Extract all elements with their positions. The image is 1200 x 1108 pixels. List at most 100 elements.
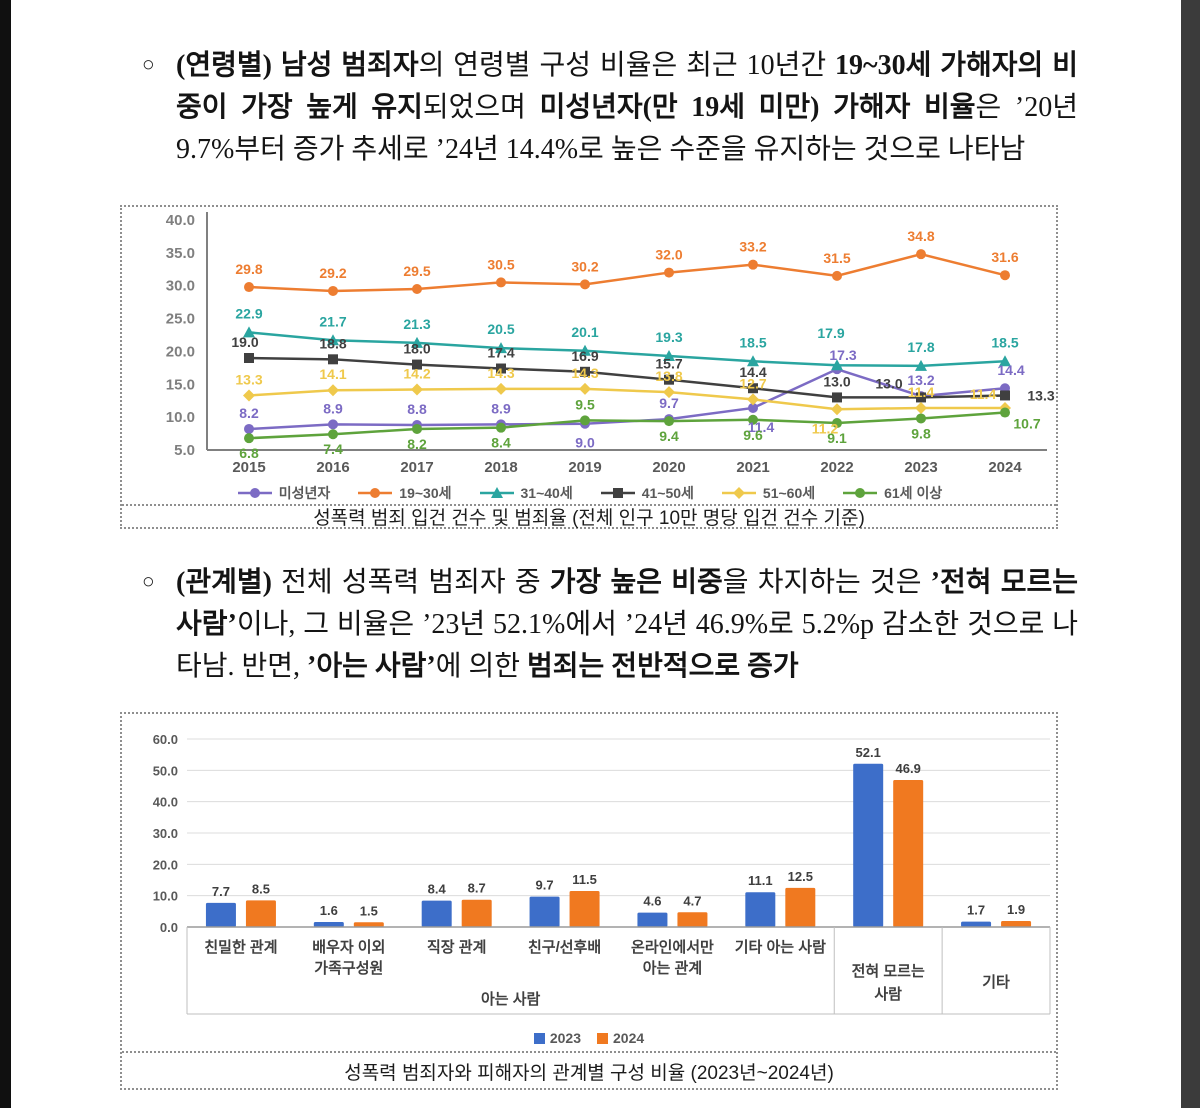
right-edge-strip: [1181, 0, 1200, 1108]
svg-text:35.0: 35.0: [166, 245, 195, 262]
relationship-chart-caption: 성폭력 범죄자와 피해자의 관계별 구성 비율 (2023년~2024년): [122, 1051, 1056, 1095]
group-label: 아는 사람: [481, 991, 541, 1008]
bullet-circle-marker: ○: [142, 52, 155, 76]
svg-text:29.8: 29.8: [235, 261, 262, 277]
svg-text:2016: 2016: [316, 459, 349, 476]
svg-text:사람: 사람: [874, 986, 902, 1003]
svg-text:1.7: 1.7: [967, 903, 985, 918]
svg-text:13.3: 13.3: [1027, 387, 1054, 403]
svg-text:4.6: 4.6: [643, 894, 661, 909]
svg-text:7.7: 7.7: [212, 884, 230, 899]
svg-text:2017: 2017: [400, 459, 433, 476]
svg-text:2018: 2018: [484, 459, 517, 476]
svg-text:11.4: 11.4: [908, 384, 935, 400]
series-31~40세: [243, 326, 1011, 371]
svg-text:8.9: 8.9: [323, 400, 343, 416]
svg-text:0.0: 0.0: [160, 920, 178, 935]
svg-text:8.9: 8.9: [491, 400, 511, 416]
svg-text:9.4: 9.4: [659, 428, 679, 444]
paragraph-relationship-text: (관계별) 전체 성폭력 범죄자 중 가장 높은 비중을 차지하는 것은 ’전혀…: [176, 567, 1078, 682]
svg-text:2023: 2023: [904, 459, 937, 476]
svg-text:친밀한 관계: 친밀한 관계: [204, 938, 277, 956]
svg-text:8.7: 8.7: [468, 881, 486, 896]
svg-text:30.5: 30.5: [487, 256, 514, 272]
svg-text:1.9: 1.9: [1007, 902, 1025, 917]
svg-text:52.1: 52.1: [856, 745, 881, 760]
svg-text:8.8: 8.8: [407, 401, 427, 417]
svg-text:12.5: 12.5: [788, 869, 813, 884]
svg-text:기타 아는 사람: 기타 아는 사람: [735, 939, 826, 956]
svg-text:25.0: 25.0: [166, 311, 195, 328]
svg-text:20.1: 20.1: [571, 324, 598, 340]
svg-text:6.8: 6.8: [239, 445, 259, 461]
svg-text:17.8: 17.8: [907, 339, 934, 355]
svg-text:46.9: 46.9: [896, 761, 921, 776]
relationship-bar-chart-legend: 2023 2024: [122, 1025, 1056, 1051]
legend-item-미성년자: 미성년자: [236, 483, 331, 503]
legend-label: 41~50세: [641, 485, 694, 501]
legend-marker-icon: [843, 488, 878, 498]
svg-text:33.2: 33.2: [739, 239, 766, 255]
legend-label: 61세 이상: [884, 485, 943, 501]
svg-text:온라인에서만: 온라인에서만: [631, 938, 714, 956]
svg-text:10.7: 10.7: [1013, 416, 1040, 432]
svg-text:17.3: 17.3: [829, 347, 856, 363]
svg-text:9.8: 9.8: [911, 425, 931, 441]
legend-item-31~40세: 31~40세: [478, 483, 573, 503]
svg-text:14.1: 14.1: [319, 366, 346, 382]
svg-text:30.2: 30.2: [571, 258, 598, 274]
legend-label: 2024: [613, 1030, 645, 1046]
svg-text:가족구성원: 가족구성원: [314, 959, 383, 977]
svg-text:11.4: 11.4: [970, 386, 997, 402]
svg-text:전혀 모르는: 전혀 모르는: [852, 963, 925, 980]
svg-text:16.9: 16.9: [571, 348, 598, 364]
legend-label: 미성년자: [278, 485, 331, 501]
svg-text:9.6: 9.6: [743, 427, 763, 443]
svg-text:50.0: 50.0: [153, 763, 178, 778]
legend-item-2023: 2023: [533, 1030, 581, 1046]
paragraph-age-text: (연령별) 남성 범죄자의 연령별 구성 비율은 최근 10년간 19~30세 …: [176, 50, 1079, 165]
series-41~50세: [244, 353, 1010, 403]
svg-text:10.0: 10.0: [166, 409, 195, 426]
svg-text:7.4: 7.4: [323, 441, 343, 457]
paragraph-age-composition: ○ (연령별) 남성 범죄자의 연령별 구성 비율은 최근 10년간 19~30…: [142, 45, 1079, 171]
svg-text:14.2: 14.2: [403, 366, 430, 382]
svg-text:2022: 2022: [820, 459, 853, 476]
svg-text:9.7: 9.7: [659, 395, 679, 411]
legend-swatch-icon: [533, 1032, 545, 1044]
relationship-bar-chart: 0.0 10.0 20.0 30.0 40.0 50.0 60.0 7.7 1.6 8.4 9.7 4…: [122, 714, 1056, 1025]
svg-text:11.2: 11.2: [812, 420, 839, 436]
series-19~30세: [244, 249, 1010, 296]
svg-text:15.0: 15.0: [166, 376, 195, 393]
svg-text:2015: 2015: [232, 459, 265, 476]
svg-text:아는 관계: 아는 관계: [643, 960, 702, 977]
age-line-chart-legend: 미성년자 19~30세 31~40세 41~50세 51~60세 61세 이상: [122, 482, 1056, 504]
svg-text:9.5: 9.5: [575, 396, 595, 412]
svg-text:11.1: 11.1: [748, 873, 773, 888]
svg-text:31.6: 31.6: [991, 249, 1018, 265]
svg-text:20.0: 20.0: [153, 857, 178, 872]
legend-marker-icon: [600, 488, 635, 498]
svg-text:40.0: 40.0: [166, 212, 195, 229]
svg-text:14.3: 14.3: [571, 365, 598, 381]
legend-label: 2023: [549, 1030, 581, 1046]
series-61세 이상: [244, 407, 1010, 444]
svg-text:18.5: 18.5: [991, 334, 1018, 350]
svg-text:8.2: 8.2: [407, 436, 427, 452]
svg-text:60.0: 60.0: [153, 732, 178, 747]
age-chart-caption: 성폭력 범죄 입건 건수 및 범죄율 (전체 인구 10만 명당 입건 건수 기…: [122, 504, 1056, 532]
bar-series-2023: 7.7 1.6 8.4 9.7 4.6 11.1 52.1 1.7: [205, 745, 992, 927]
svg-text:12.7: 12.7: [739, 375, 766, 391]
age-line-chart: 5.0 10.0 15.0 20.0 25.0 30.0 35.0 40.0 2015 2016 2…: [122, 207, 1056, 482]
bullet-circle-marker: ○: [142, 569, 155, 593]
svg-text:19.3: 19.3: [655, 329, 682, 345]
svg-text:8.2: 8.2: [239, 405, 259, 421]
svg-text:8.4: 8.4: [428, 882, 447, 897]
svg-text:1.5: 1.5: [360, 903, 378, 918]
svg-text:11.4: 11.4: [748, 419, 775, 435]
svg-text:5.0: 5.0: [174, 442, 195, 459]
legend-item-41~50세: 41~50세: [599, 483, 694, 503]
left-edge-strip: [0, 0, 11, 1108]
svg-text:8.5: 8.5: [252, 881, 270, 896]
